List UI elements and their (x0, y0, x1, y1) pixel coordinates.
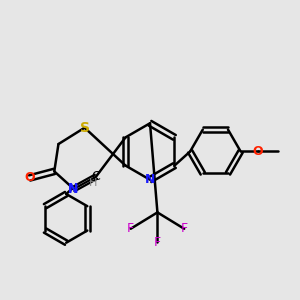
Text: N: N (68, 183, 79, 196)
Text: O: O (252, 145, 263, 158)
Text: C: C (92, 170, 100, 183)
Text: S: S (80, 121, 90, 135)
Text: F: F (154, 236, 161, 249)
Text: N: N (68, 182, 78, 194)
Text: O: O (24, 171, 35, 184)
Text: N: N (145, 173, 155, 186)
Text: F: F (181, 222, 188, 235)
Text: F: F (127, 222, 134, 235)
Text: H: H (89, 178, 97, 188)
